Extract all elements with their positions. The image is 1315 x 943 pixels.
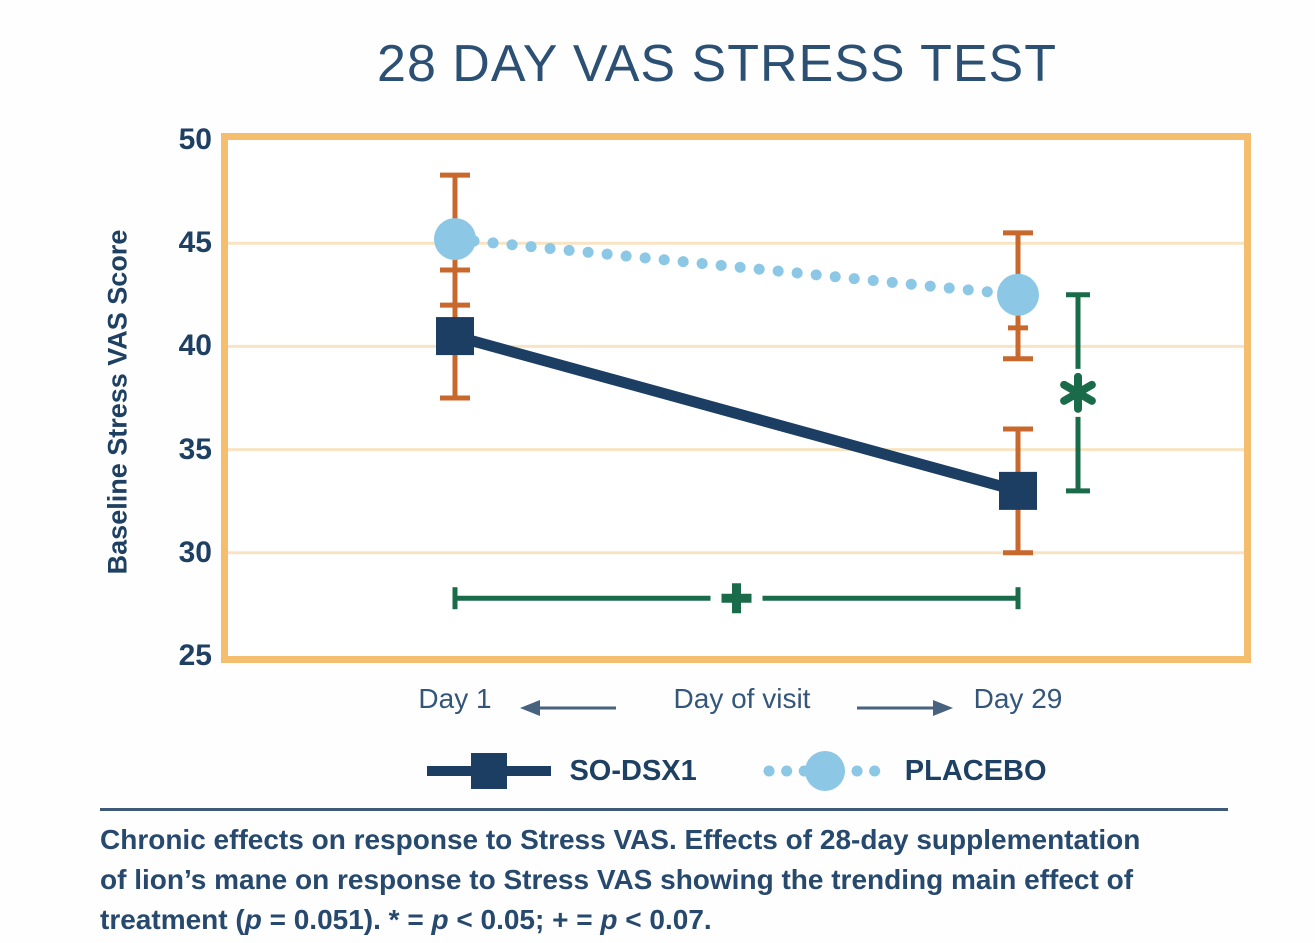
y-tick-label: 25 [178, 639, 212, 672]
plot-area [228, 172, 1244, 614]
legend-item-placebo: PLACEBO [761, 750, 1047, 792]
legend-item-sodsx1: SO-DSX1 [425, 750, 697, 792]
legend-swatch-solid-square-icon [427, 753, 552, 789]
caption-text: treatment ( [100, 904, 245, 935]
caption-text: Chronic effects on response to Stress VA… [100, 824, 1141, 855]
legend-label-placebo: PLACEBO [904, 754, 1047, 787]
legend: SO-DSX1 PLACEBO [228, 750, 1244, 792]
arrow-left-icon [520, 700, 616, 716]
caption-italic-p: p [600, 904, 618, 935]
caption-divider [100, 808, 1228, 811]
y-axis-title: Baseline Stress VAS Score [102, 229, 133, 575]
caption-text: < 0.07. [617, 904, 712, 935]
caption-italic-p: p [431, 904, 449, 935]
caption-text: of lion’s mane on response to Stress VAS… [100, 864, 1134, 895]
y-tick-label: 35 [178, 432, 212, 466]
x-tick-day29: Day 29 [973, 683, 1063, 714]
figure-caption: Chronic effects on response to Stress VA… [100, 820, 1245, 940]
y-tick-label: 30 [178, 535, 212, 569]
caption-italic-p: p [244, 904, 262, 935]
y-tick-label: 50 [178, 123, 212, 156]
x-tick-day1: Day 1 [418, 683, 492, 714]
caption-text: = 0.051). * = [261, 904, 432, 935]
x-axis-title: Day of visit [673, 683, 811, 714]
arrow-right-icon [857, 700, 953, 716]
y-tick-label: 40 [178, 329, 212, 363]
caption-text: < 0.05; + = [448, 904, 601, 935]
y-tick-label: 45 [178, 226, 212, 260]
legend-swatch-dotted-circle-icon [763, 751, 889, 791]
chart-title: 28 DAY VAS STRESS TEST [377, 35, 1057, 93]
legend-label-sodsx1: SO-DSX1 [569, 754, 697, 787]
